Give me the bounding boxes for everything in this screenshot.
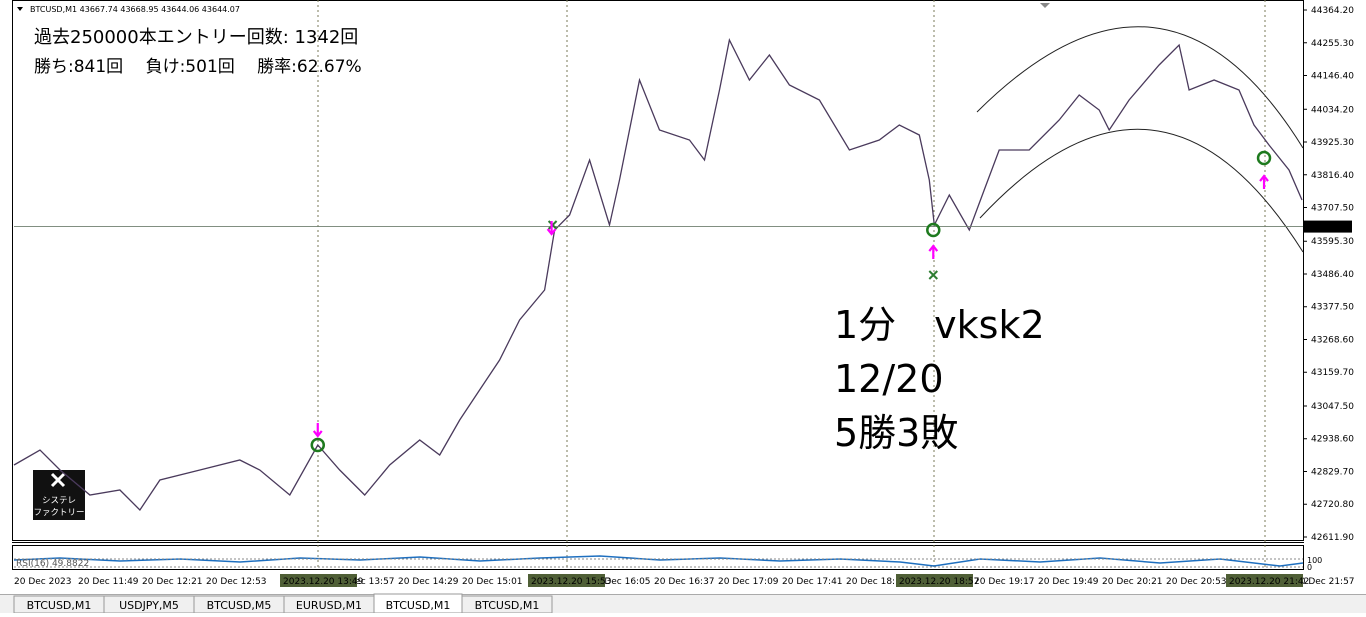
indicator-panel-border [12,545,1304,570]
tab-label: USDJPY,M5 [119,599,179,612]
indicator-levels [14,558,1303,568]
signal-arrow [312,422,323,438]
y-tick-label: 44146.40 [1311,72,1354,82]
tab[interactable]: EURUSD,M1 [283,595,375,614]
overlay-big1: 1分 vksk2 [834,303,1045,347]
time-highlight-label: 2023.12.20 15:53 [531,577,611,587]
x-tick-label: 20 Dec 20:21 [1102,577,1163,587]
indicator-label: RSI(16) 49.8822 [16,559,89,569]
period-separators [317,0,1266,570]
tab[interactable]: BTCUSD,M1 [373,593,463,614]
x-tick-label: 20 Dec 12:53 [206,577,267,587]
y-tick-label: 42611.90 [1311,533,1354,543]
symbol-info: BTCUSD,M1 43667.74 43668.95 43644.06 436… [30,5,240,14]
tab-label: BTCUSD,M1 [386,599,451,612]
menu-arrow[interactable] [17,7,23,11]
x-tick-label: 20 Dec 19:49 [1038,577,1099,587]
indicator-top: 100 [1307,556,1322,565]
x-tick-label: 20 Dec 17:41 [782,577,843,587]
tab-label: BTCUSD,M1 [27,599,92,612]
main-panel-border [12,0,1304,541]
tab-label: BTCUSD,M1 [475,599,540,612]
y-tick-label: 43268.60 [1311,335,1354,345]
logo-line2: ファクトリー [33,508,84,518]
overlay-big2: 12/20 [834,357,944,401]
x-tick-label: 20 Dec 2023 [14,577,72,587]
time-highlight [1226,574,1303,587]
tab-label: EURUSD,M1 [296,599,362,612]
current-price-label: 43644.07 [1308,223,1351,233]
indicator-bottom: 0 [1307,563,1312,572]
logo: システレ ファクトリー [33,470,85,520]
x-tick-label: 20 Dec 11:49 [78,577,139,587]
overlay-line2: 勝ち:841回 負け:501回 勝率:62.67% [34,57,362,77]
y-tick-label: 42938.60 [1311,435,1354,445]
signal-arrow [1259,174,1269,190]
tab[interactable]: BTCUSD,M1 [461,595,553,614]
y-tick-label: 43159.70 [1311,368,1354,378]
tab-label: BTCUSD,M5 [207,599,272,612]
time-highlight [280,574,357,587]
overlay-big3: 5勝3敗 [834,411,958,455]
x-tick-label: 20 Dec 19:17 [974,577,1035,587]
y-tick-label: 43047.50 [1311,402,1354,412]
x-tick-label: 20 Dec 15:01 [462,577,523,587]
tab[interactable]: USDJPY,M5 [103,595,195,614]
x-tick-label: 20 Dec 17:09 [718,577,779,587]
shift-marker [1040,3,1050,8]
y-tick-label: 43707.50 [1311,204,1354,214]
overlay-line1: 過去250000本エントリー回数: 1342回 [34,27,358,48]
signal-arrow [546,221,557,236]
signal-circle [1256,150,1272,166]
y-tick-label: 43486.40 [1311,270,1354,280]
x-tick-label: 20 Dec 12:21 [142,577,203,587]
current-price-box [1304,220,1352,233]
tab[interactable]: BTCUSD,M1 [13,595,105,614]
y-tick-label: 42829.70 [1311,467,1354,477]
x-tick-label: 20 Dec 13:57 [334,577,395,587]
signal-circle [926,222,941,238]
envelope-upper [976,26,1304,149]
y-tick-label: 44034.20 [1311,105,1354,115]
x-tick-label: 20 Dec 18:13 [846,577,907,587]
price-line [13,38,1303,512]
time-highlight-label: 2023.12.20 21:42 [1229,577,1309,587]
time-highlight-label: 2023.12.20 13:49 [283,577,364,587]
y-tick-label: 43595.30 [1311,237,1354,247]
signal-cross [928,270,938,280]
x-tick-label: 20 Dec 21:57 [1294,577,1355,587]
time-highlight-label: 2023.12.20 18:57 [899,577,979,587]
y-tick-label: 43925.30 [1311,138,1354,148]
x-tick-label: 20 Dec 14:29 [398,577,459,587]
signal-circle [310,437,326,453]
time-highlight [528,574,605,587]
y-tick-label: 43816.40 [1311,171,1354,181]
x-tick-label: 20 Dec 16:05 [590,577,651,587]
time-highlight [896,574,973,587]
envelope-lower [979,128,1304,253]
logo-line1: システレ [42,496,76,506]
y-tick-label: 44255.30 [1311,39,1354,49]
tab[interactable]: BTCUSD,M5 [193,595,285,614]
y-tick-label: 43377.50 [1311,303,1354,313]
x-tick-label: 20 Dec 20:53 [1166,577,1227,587]
signal-arrow [928,244,939,260]
y-tick-label: 42720.80 [1311,500,1354,510]
y-tick-label: 44364.20 [1311,6,1354,16]
x-tick-label: 20 Dec 16:37 [654,577,715,587]
